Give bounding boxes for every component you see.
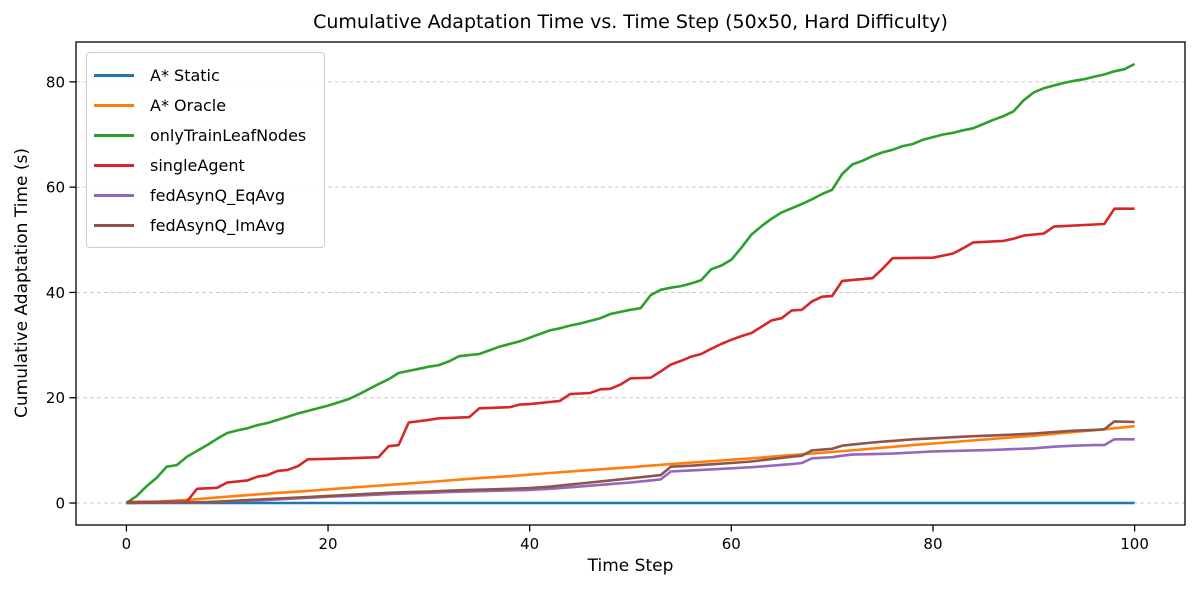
x-tick-label-60: 60 (722, 535, 741, 553)
x-axis-label: Time Step (587, 556, 674, 576)
y-axis-label: Cumulative Adaptation Time (s) (12, 148, 32, 418)
legend-item-fedAsynQ_ImAvg: fedAsynQ_ImAvg (94, 210, 306, 240)
x-tick-label-40: 40 (520, 535, 539, 553)
legend-label: onlyTrainLeafNodes (150, 125, 307, 145)
legend-swatch (94, 133, 134, 137)
series-line-A* Oracle (126, 424, 1135, 505)
y-tick-label-0: 0 (55, 495, 65, 513)
x-tick-label-80: 80 (923, 535, 942, 553)
legend-label: fedAsynQ_ImAvg (150, 215, 286, 235)
legend-swatch (94, 163, 134, 167)
series-line-onlyTrainLeafNodes (125, 62, 1136, 505)
legend-item-A* Static: A* Static (94, 60, 306, 90)
x-tick-label-0: 0 (122, 535, 132, 553)
x-tick-label-100: 100 (1120, 535, 1149, 553)
legend-label: fedAsynQ_EqAvg (150, 185, 286, 205)
y-tick-label-60: 60 (46, 179, 65, 197)
legend-item-onlyTrainLeafNodes: onlyTrainLeafNodes (94, 120, 306, 150)
legend-item-fedAsynQ_EqAvg: fedAsynQ_EqAvg (94, 180, 306, 210)
series-line-singleAgent (126, 207, 1135, 504)
legend-item-singleAgent: singleAgent (94, 150, 306, 180)
legend-swatch (94, 223, 134, 227)
legend-item-A* Oracle: A* Oracle (94, 90, 306, 120)
legend-swatch (94, 103, 134, 107)
x-tick-label-20: 20 (318, 535, 337, 553)
legend-swatch (94, 193, 134, 197)
legend-label: singleAgent (150, 155, 245, 175)
series-line-fedAsynQ_ImAvg (126, 420, 1135, 505)
legend: A* Static A* Oracle onlyTrainLeafNodes sing… (86, 52, 326, 248)
legend-label: A* Static (150, 65, 220, 85)
y-tick-label-80: 80 (46, 73, 65, 91)
y-tick-label-40: 40 (46, 284, 65, 302)
legend-label: A* Oracle (150, 95, 227, 115)
axes-frame (75, 41, 1186, 526)
y-tick-label-20: 20 (46, 389, 65, 407)
legend-swatch (94, 73, 134, 77)
chart-title: Cumulative Adaptation Time vs. Time Step… (313, 11, 948, 33)
